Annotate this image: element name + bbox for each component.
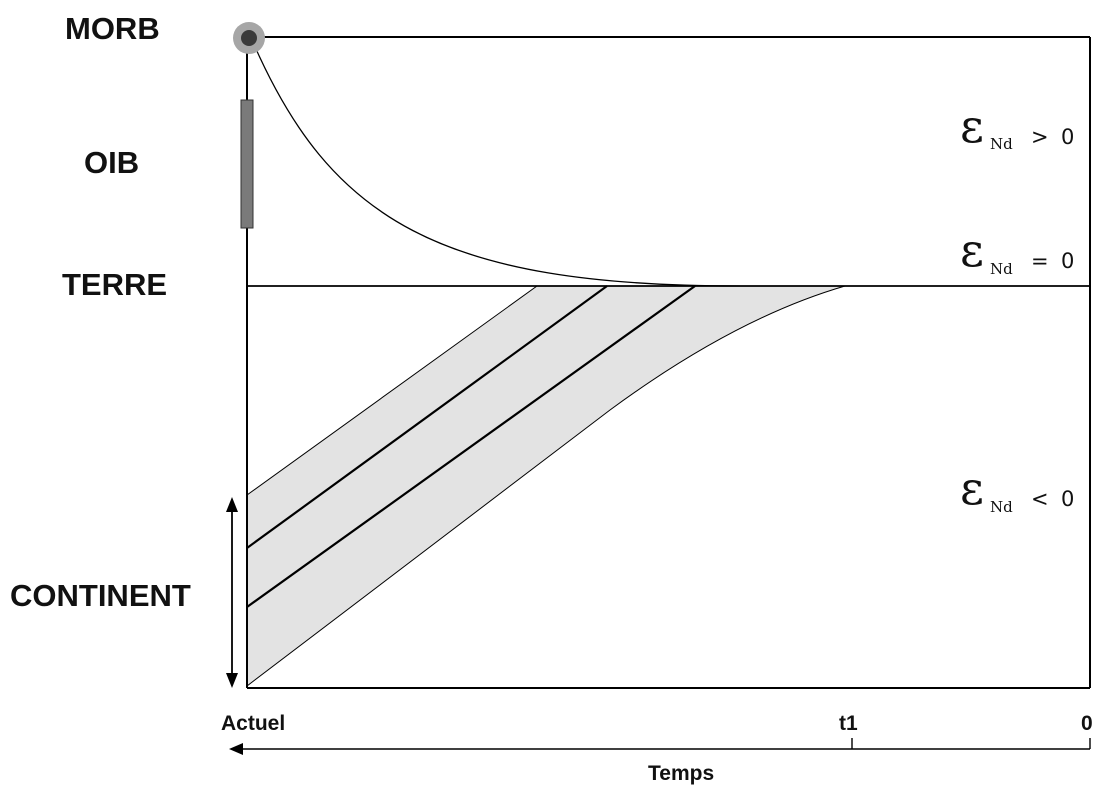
epsilon-symbol: ε (960, 461, 984, 515)
depleted-mantle-curve (251, 39, 741, 287)
epsilon-value: 0 (1061, 125, 1074, 149)
epsilon-operator: > (1031, 125, 1049, 149)
continent-label: CONTINENT (10, 578, 191, 613)
oib-label: OIB (84, 145, 139, 180)
epsilon-symbol: ε (960, 223, 984, 277)
crust-evolution-line-upper (246, 285, 608, 549)
continent-band (246, 285, 846, 688)
crust-evolution-line-lower (246, 285, 696, 608)
epsilon-symbol: ε (960, 99, 984, 153)
time-axis-t1-label: t1 (839, 712, 858, 735)
time-axis-zero-label: 0 (1081, 712, 1093, 735)
epsilon-subscript: Nd (990, 260, 1013, 278)
epsilon-negative-annotation: ε Nd < 0 (960, 461, 1074, 516)
oib-range-bar (240, 99, 254, 229)
time-axis-arrow (229, 738, 1091, 755)
epsilon-value: 0 (1061, 249, 1074, 273)
epsilon-subscript: Nd (990, 135, 1013, 153)
epsilon-positive-annotation: ε Nd > 0 (960, 99, 1074, 153)
epsilon-operator: = (1031, 249, 1049, 273)
time-axis-title: Temps (648, 762, 714, 785)
time-axis-actuel-label: Actuel (221, 712, 285, 735)
morb-label: MORB (65, 11, 160, 46)
epsilon-operator: < (1031, 487, 1049, 511)
epsilon-subscript: Nd (990, 498, 1013, 516)
epsilon-zero-annotation: ε Nd = 0 (960, 223, 1074, 278)
continent-range-arrow (226, 497, 238, 688)
terre-label: TERRE (62, 267, 167, 302)
epsilon-value: 0 (1061, 487, 1074, 511)
morb-marker-core (241, 30, 257, 46)
